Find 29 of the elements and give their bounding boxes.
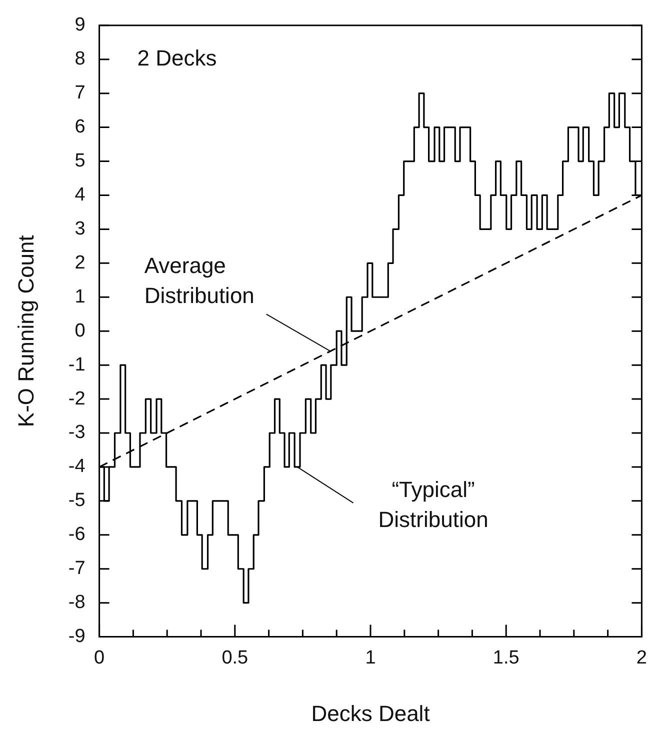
annotation: 2 Decks [137, 45, 217, 70]
x-tick-label: 1 [365, 647, 376, 668]
y-tick-label: -2 [68, 388, 86, 410]
y-tick-label: -8 [68, 592, 86, 614]
x-tick-label: 2 [636, 647, 648, 668]
x-tick-label: 1.5 [492, 647, 520, 668]
y-tick-label: 2 [74, 252, 86, 274]
y-tick-label: 7 [74, 82, 86, 104]
y-axis-title: K-O Running Count [13, 235, 38, 428]
y-tick-label: -1 [68, 354, 86, 376]
y-tick-label: 3 [74, 218, 86, 240]
y-tick-label: 9 [74, 14, 86, 36]
y-tick-label: -5 [68, 490, 86, 512]
y-tick-label: -7 [68, 558, 86, 580]
y-tick-label: -6 [68, 524, 86, 546]
y-tick-label: 4 [74, 184, 86, 206]
y-tick-label: 1 [74, 286, 86, 308]
y-tick-label: -3 [68, 422, 86, 444]
x-axis-title: Decks Dealt [311, 700, 430, 726]
x-tick-label: 0 [94, 647, 105, 668]
y-tick-label: 8 [74, 48, 86, 70]
y-tick-label: -4 [68, 456, 86, 478]
x-tick-label: 0.5 [222, 647, 248, 668]
annotation: Average Distribution [144, 253, 254, 308]
y-tick-label: 5 [74, 150, 86, 172]
y-tick-label: -9 [68, 626, 86, 648]
y-tick-label: 0 [74, 320, 86, 342]
y-tick-label: 6 [74, 116, 86, 138]
annotation: “Typical” Distribution [378, 476, 488, 532]
